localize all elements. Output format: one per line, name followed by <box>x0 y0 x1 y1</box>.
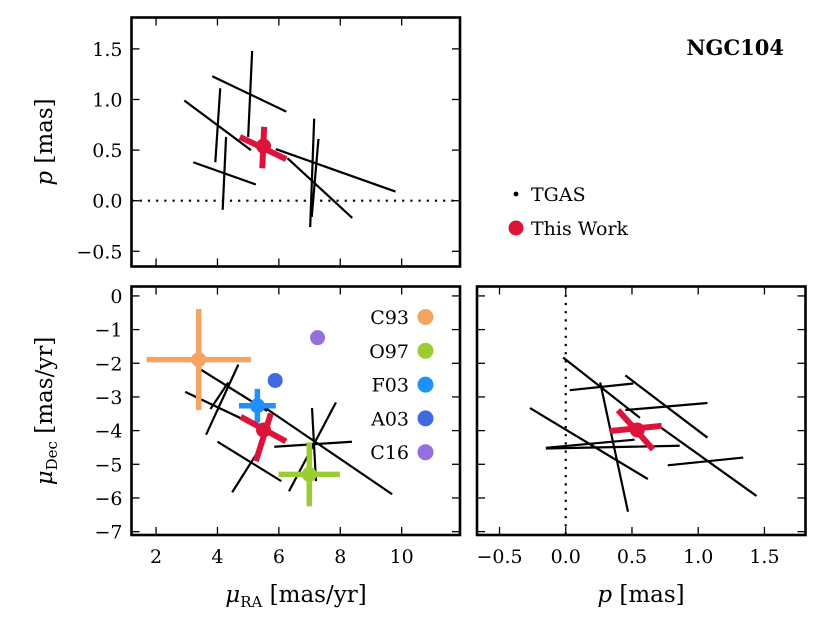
bottom-left-ytick-label: −5 <box>94 454 122 476</box>
panel-top-frame <box>130 16 462 268</box>
tgas-error-segment <box>260 404 393 496</box>
literature-O97-point <box>301 466 317 482</box>
bl-ylabel-symbol: μ <box>32 470 58 485</box>
tgas-error-segment <box>247 50 254 137</box>
tgas-error-segment <box>310 138 320 217</box>
bottom-left-xtick-label: 4 <box>211 546 223 568</box>
tgas-error-segment <box>216 440 282 483</box>
tgas-error-segment <box>529 407 649 481</box>
bottom-left-xtick-label: 2 <box>150 546 162 568</box>
bottom-left-xtick-label: 8 <box>334 546 346 568</box>
bottom-left-ylabel: μDec [mas/yr] <box>32 337 61 486</box>
tgas-error-segment <box>275 148 396 193</box>
legend-marker-A03 <box>417 410 434 427</box>
literature-C16-point <box>310 330 326 346</box>
br-xlabel-symbol: p <box>597 582 612 608</box>
tgas-error-segment <box>624 374 709 439</box>
bottom-right-xtick-label: −0.5 <box>476 546 522 568</box>
this-work-point <box>256 422 272 438</box>
legend-label-C16: C16 <box>370 442 409 464</box>
bottom-left-ytick-label: −3 <box>94 387 122 409</box>
bottom-left-xtick-label: 6 <box>273 546 285 568</box>
bottom-right-xtick-label: 0.5 <box>617 546 647 568</box>
panel-pmdec-vs-pmra: 2 4 6 8 10 0 −1 −2 −3 −4 −5 −6 −7 <box>94 285 462 568</box>
top-ytick-label: −0.5 <box>76 241 122 263</box>
legend-main: TGAS This Work <box>508 184 629 240</box>
bottom-left-xtick-label: 10 <box>390 546 414 568</box>
bottom-left-ytick-label: 0 <box>110 286 122 308</box>
bottom-left-ytick-label: −6 <box>94 488 122 510</box>
tgas-error-segment <box>205 364 240 436</box>
legend-marker-tgas <box>513 191 519 197</box>
legend-label-tgas: TGAS <box>531 184 586 206</box>
tgas-error-segment <box>667 456 744 467</box>
top-ytick-label: 1.5 <box>92 39 122 61</box>
legend-marker-C93 <box>417 309 434 325</box>
bottom-left-ytick-label: −1 <box>94 320 122 342</box>
legend-label-F03: F03 <box>372 375 409 397</box>
bottom-left-ytick-label: −7 <box>94 522 122 544</box>
tgas-error-segment <box>209 381 230 410</box>
literature-C93-point <box>191 352 207 368</box>
legend-marker-F03 <box>417 376 434 393</box>
br-xlabel-unit: [mas] <box>612 582 685 608</box>
tgas-error-segment <box>309 118 316 228</box>
top-ytick-label: 1.0 <box>92 89 122 111</box>
tgas-error-segment <box>286 157 353 219</box>
bottom-left-xlabel: μRA [mas/yr] <box>225 582 366 611</box>
bottom-right-xtick-label: 1.5 <box>749 546 779 568</box>
tgas-error-segment <box>545 444 680 450</box>
bl-ylabel-sub: Dec <box>43 441 61 470</box>
literature-A03-point <box>267 372 283 388</box>
legend-label-C93: C93 <box>370 307 409 329</box>
legend-marker-O97 <box>417 342 434 359</box>
panel-parallax-vs-pmra: −0.5 0.0 0.5 1.0 1.5 <box>76 16 462 268</box>
bottom-right-xlabel: p [mas] <box>597 582 684 608</box>
chart-title: NGC104 <box>686 35 784 60</box>
legend-label-this_work: This Work <box>531 218 629 240</box>
bl-xlabel-unit: [mas/yr] <box>262 582 366 608</box>
literature-F03-point <box>249 398 265 414</box>
legend-label-O97: O97 <box>369 341 409 363</box>
this-work-point <box>256 138 272 154</box>
bottom-left-ytick-label: −4 <box>94 421 122 443</box>
top-ytick-label: 0.5 <box>92 140 122 162</box>
top-ylabel-unit: [mas] <box>32 98 58 171</box>
bl-xlabel-sub: RA <box>240 593 262 611</box>
tgas-error-segment <box>656 423 758 497</box>
bl-xlabel-symbol: μ <box>225 582 240 608</box>
bottom-left-ytick-label: −2 <box>94 353 122 375</box>
top-ylabel: p [mas] <box>32 98 58 185</box>
top-ylabel-symbol: p <box>32 171 58 186</box>
legend-literature: C93 O97 F03 A03 C16 <box>369 307 434 464</box>
legend-marker-C16 <box>417 444 434 461</box>
this-work-point <box>629 422 645 438</box>
bottom-right-xtick-label: 1.0 <box>683 546 713 568</box>
legend-label-A03: A03 <box>370 408 409 430</box>
tgas-error-segment <box>221 136 228 210</box>
tgas-error-segment <box>214 88 222 163</box>
legend-marker-this_work <box>508 220 524 236</box>
panel-pmdec-vs-parallax: −0.5 0.0 0.5 1.0 1.5 <box>475 285 807 568</box>
bottom-right-xtick-label: 0.0 <box>551 546 581 568</box>
panel-bottom-right-frame <box>475 285 807 537</box>
panel-bottom-left-frame <box>130 285 462 537</box>
top-ytick-label: 0.0 <box>92 191 122 213</box>
bl-ylabel-unit: [mas/yr] <box>32 337 58 441</box>
